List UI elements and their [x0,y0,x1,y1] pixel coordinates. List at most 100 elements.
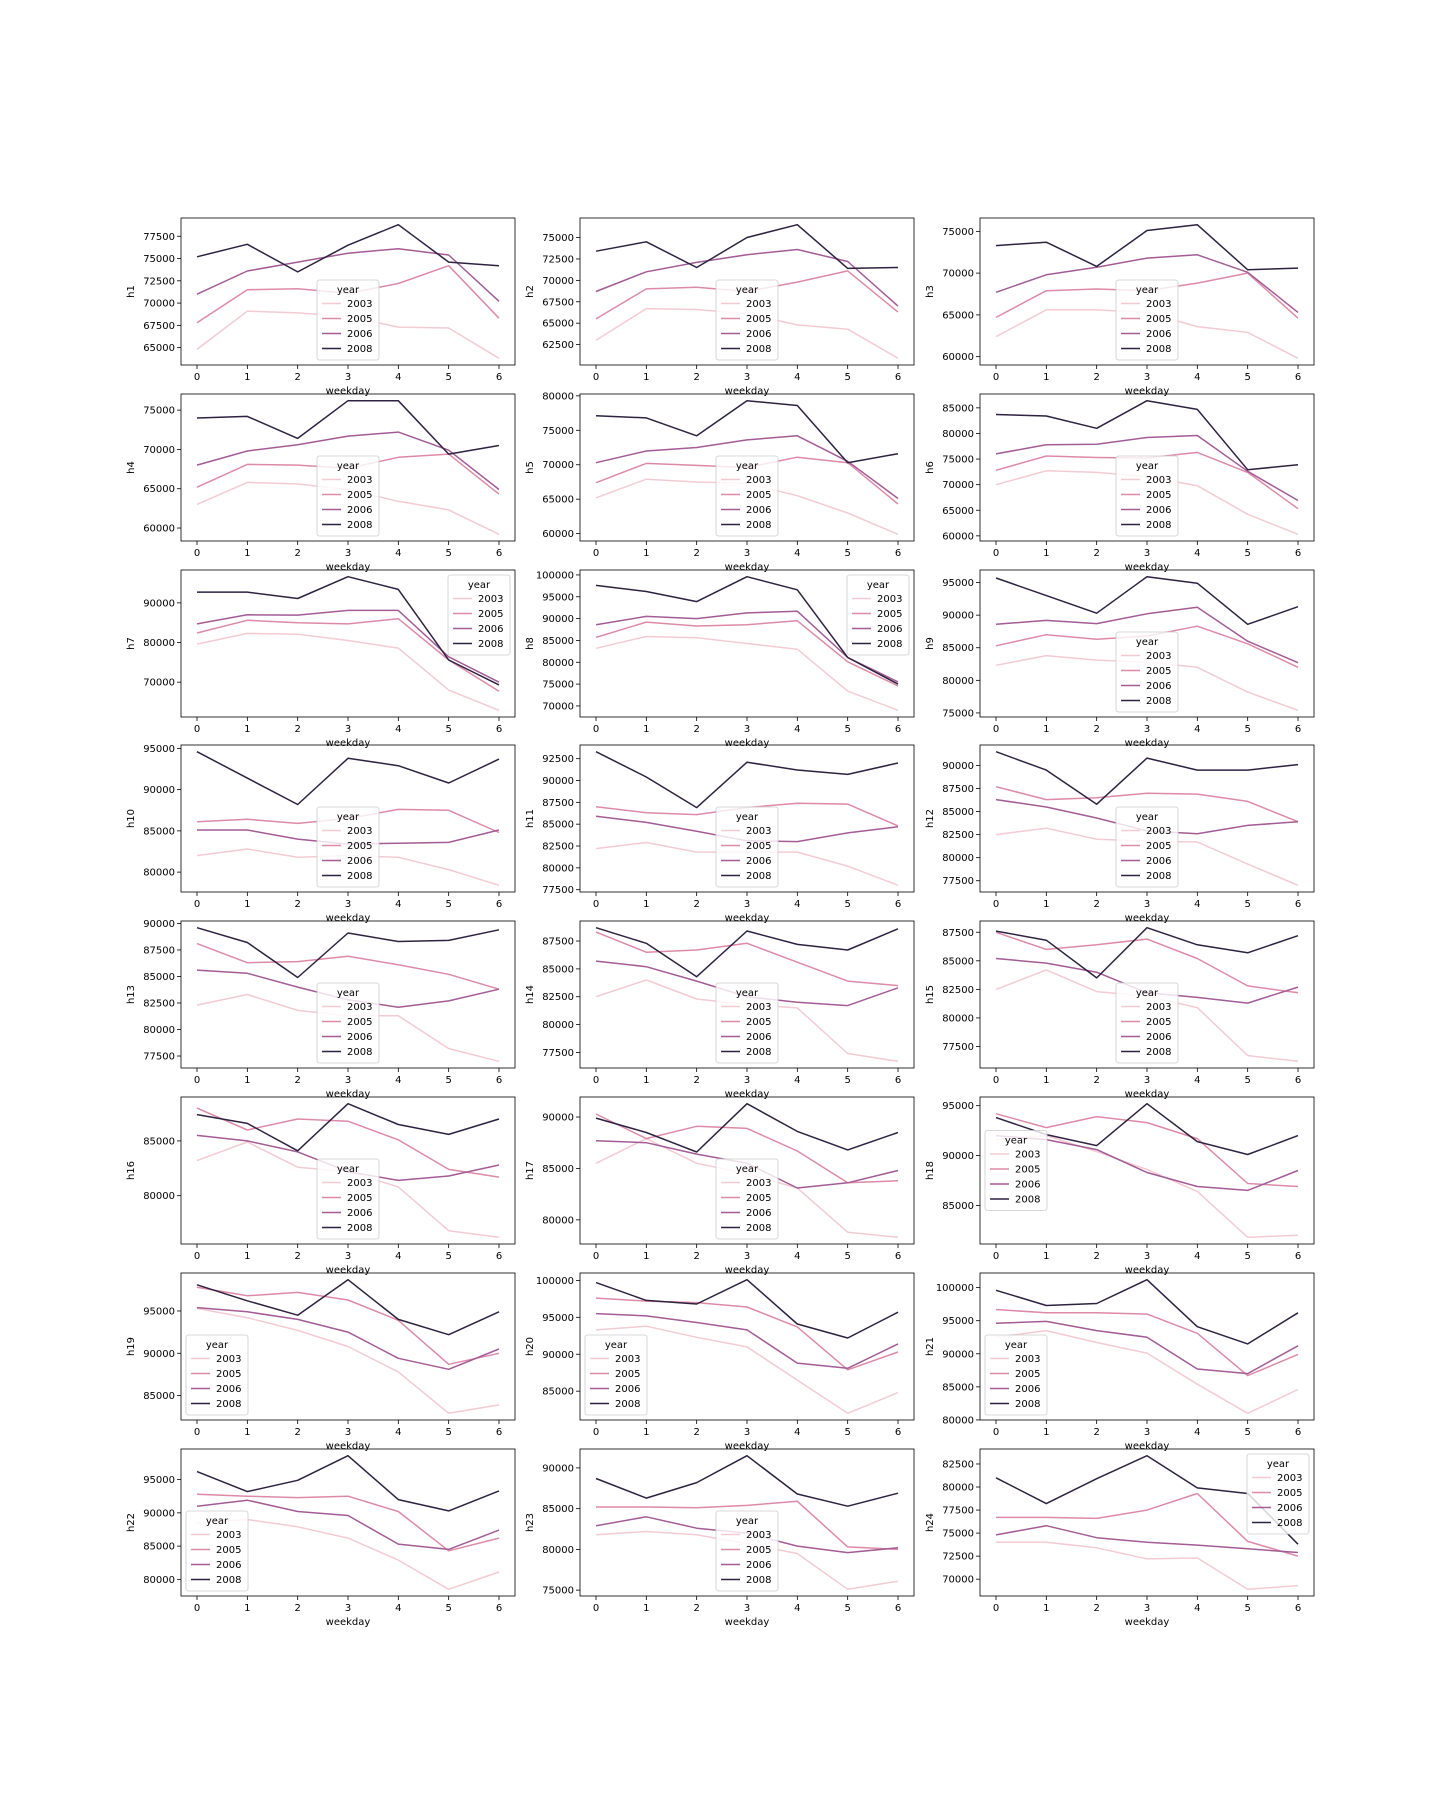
x-tick-label: 4 [794,1075,800,1086]
legend-label-2003: 2003 [615,1354,640,1365]
x-tick-label: 1 [643,1251,649,1262]
legend-label-2003: 2003 [1146,651,1171,662]
x-tick-label: 4 [395,1427,401,1438]
x-tick-label: 2 [1093,1251,1099,1262]
series-line-2008 [995,926,1299,979]
x-tick-label: 3 [345,1251,351,1262]
x-tick-label: 3 [1144,1251,1150,1262]
x-tick-label: 0 [194,1075,200,1086]
y-tick-label: 85000 [942,403,974,414]
x-axis-label: weekday [725,1617,770,1628]
x-tick-label: 1 [1043,1251,1049,1262]
legend: year 2003 2005 2006 2008 [316,982,380,1064]
legend-box [316,806,380,888]
x-tick-label: 5 [445,724,451,735]
legend-box [447,574,511,656]
legend-label-2006: 2006 [478,624,503,635]
x-tick-label: 5 [844,1075,850,1086]
legend-label-2006: 2006 [1146,329,1171,340]
legend-box [715,806,779,888]
series-line-2008 [595,1102,899,1153]
x-tick-label: 4 [1194,1603,1200,1614]
legend-label-2005: 2005 [347,1017,372,1028]
legend-label-2003: 2003 [1015,1150,1040,1161]
x-tick-label: 3 [744,372,750,383]
legend-label-2006: 2006 [347,1032,372,1043]
x-tick-label: 1 [244,899,250,910]
y-tick-label: 70000 [942,1575,974,1586]
y-tick-label: 85000 [942,956,974,967]
series-line-2006 [196,1499,500,1551]
legend-label-2003: 2003 [347,475,372,486]
x-tick-label: 2 [693,1603,699,1614]
x-tick-label: 3 [345,899,351,910]
y-tick-label: 65000 [942,310,974,321]
x-tick-label: 4 [395,548,401,559]
legend-box [1115,982,1179,1064]
y-tick-label: 80000 [942,429,974,440]
x-axis-label: weekday [725,738,770,749]
legend-box [584,1334,648,1416]
legend: year 2003 2005 2006 2008 [1115,279,1179,361]
legend-label-2005: 2005 [478,609,503,620]
legend: year 2003 2005 2006 2008 [715,1510,779,1592]
x-axis-label: weekday [326,1089,371,1100]
x-tick-label: 3 [345,548,351,559]
x-tick-label: 2 [1093,1427,1099,1438]
legend-title: year [736,285,759,296]
y-tick-label: 65000 [143,484,175,495]
y-tick-label: 87500 [942,784,974,795]
series-line-2008 [196,926,500,979]
y-tick-label: 65000 [542,319,574,330]
series-line-2006 [196,609,500,683]
x-tick-label: 4 [395,899,401,910]
x-tick-label: 5 [1244,1427,1250,1438]
legend-label-2008: 2008 [746,1223,771,1234]
x-tick-label: 4 [1194,1251,1200,1262]
legend-label-2003: 2003 [746,1178,771,1189]
x-tick-label: 1 [643,724,649,735]
y-tick-label: 80000 [143,1025,175,1036]
series-line-2006 [595,1312,899,1370]
legend-title: year [1136,637,1159,648]
y-tick-label: 80000 [542,658,574,669]
series-line-2006 [995,606,1299,664]
legend-title: year [1005,1340,1028,1351]
legend-title: year [1005,1136,1028,1147]
y-axis-label: h8 [525,637,536,650]
x-tick-label: 2 [294,1427,300,1438]
legend-label-2006: 2006 [347,856,372,867]
series-line-2008 [595,223,899,270]
x-tick-label: 4 [794,372,800,383]
legend-title: year [337,461,360,472]
x-tick-label: 6 [496,1427,502,1438]
legend-label-2003: 2003 [347,1178,372,1189]
y-axis-label: h7 [126,637,137,650]
legend-title: year [1136,461,1159,472]
x-tick-label: 3 [1144,724,1150,735]
y-tick-label: 85000 [942,1201,974,1212]
x-tick-label: 6 [895,1251,901,1262]
x-axis-label: weekday [725,1265,770,1276]
x-axis-label: weekday [1125,913,1170,924]
x-tick-label: 2 [693,1075,699,1086]
y-tick-label: 82500 [942,985,974,996]
y-tick-label: 85000 [542,964,574,975]
y-tick-label: 75000 [542,1586,574,1597]
y-tick-label: 67500 [542,297,574,308]
legend: year 2003 2005 2006 2008 [316,806,380,888]
subplot-h7: 0 1 2 3 4 5 6 70000 80000 90000 weekday h7 year 2003 2… [126,569,516,749]
x-tick-label: 4 [794,1251,800,1262]
y-axis-label: h20 [525,1337,536,1356]
subplot-h21: 0 1 2 3 4 5 6 80000 85000 90000 95000 100000 weekday… [925,1272,1315,1452]
x-tick-label: 5 [1244,1603,1250,1614]
legend-label-2003: 2003 [347,299,372,310]
x-tick-label: 0 [993,1251,999,1262]
legend-label-2008: 2008 [1015,1195,1040,1206]
legend-label-2008: 2008 [1146,696,1171,707]
series-line-2006 [595,435,899,500]
x-tick-label: 6 [895,899,901,910]
y-tick-label: 75000 [143,406,175,417]
series-line-2008 [595,1278,899,1339]
x-tick-label: 2 [294,1603,300,1614]
